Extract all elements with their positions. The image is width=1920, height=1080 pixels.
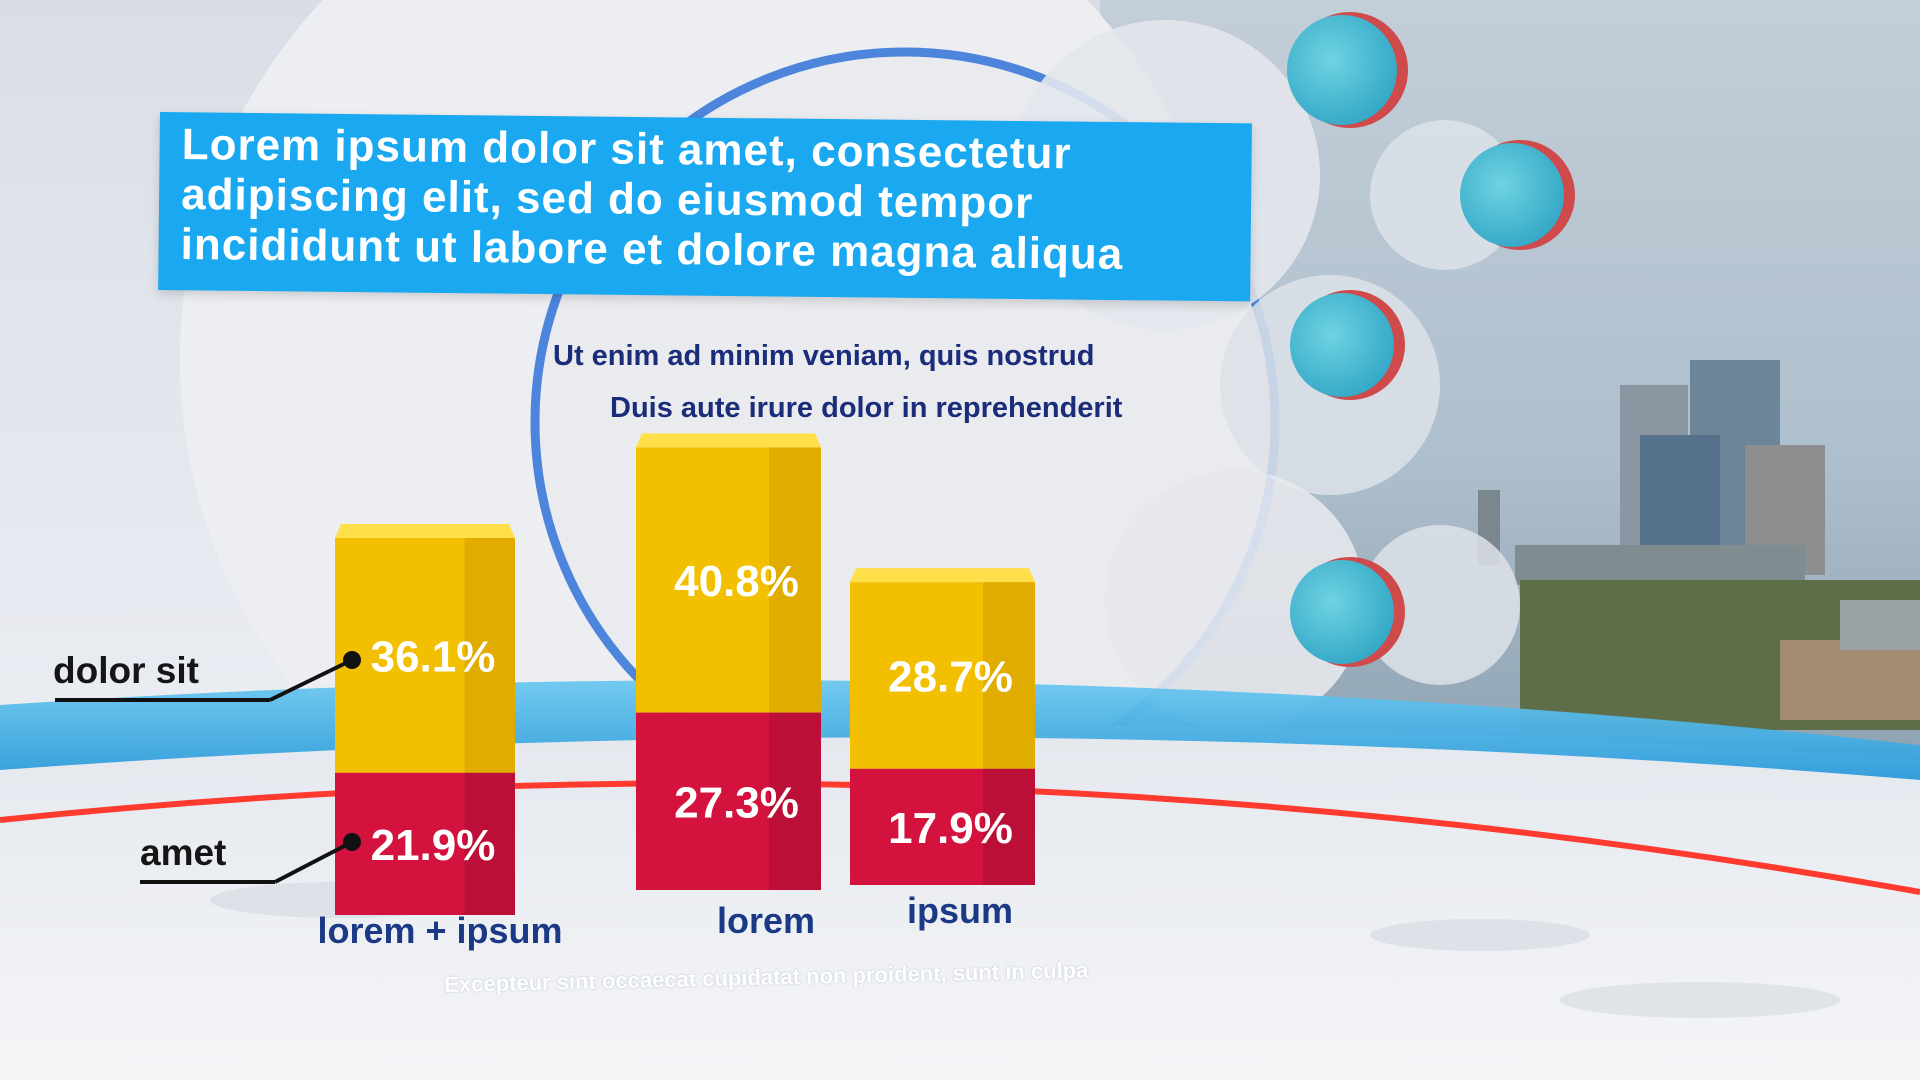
bar-segment-dolor-sit-2 bbox=[850, 568, 1035, 769]
bar-segment-dolor-sit-0 bbox=[335, 524, 515, 773]
data-label-amet-2: 17.9% bbox=[888, 804, 1013, 853]
category-label-2: ipsum bbox=[906, 890, 1013, 931]
bar-group-1: 27.3% 40.8% bbox=[636, 433, 821, 890]
bar-segment-amet-2 bbox=[850, 754, 1035, 885]
page-title: Lorem ipsum dolor sit amet, consectetur … bbox=[180, 120, 1124, 279]
legend-label-top: dolor sit bbox=[53, 650, 199, 691]
category-label-0: lorem + ipsum bbox=[317, 910, 563, 951]
data-label-amet-0: 21.9% bbox=[371, 821, 496, 870]
subtitle-2: Duis aute irure dolor in reprehenderit bbox=[610, 392, 1123, 424]
bar-group-0: 21.9% 36.1% bbox=[335, 524, 515, 915]
data-label-dolor-sit-0: 36.1% bbox=[371, 632, 496, 681]
data-label-dolor-sit-2: 28.7% bbox=[888, 652, 1013, 701]
data-label-amet-1: 27.3% bbox=[674, 778, 799, 827]
stacked-bar-chart: 21.9% 36.1% 27.3% 40.8% 17.9% 28.7% bbox=[335, 433, 1035, 915]
legend-label-bottom: amet bbox=[140, 832, 227, 873]
subtitle-1: Ut enim ad minim veniam, quis nostrud bbox=[553, 340, 1095, 372]
category-label-1: lorem bbox=[716, 900, 816, 941]
legend-leaders bbox=[55, 651, 361, 884]
data-label-dolor-sit-1: 40.8% bbox=[674, 557, 799, 606]
bar-group-2: 17.9% 28.7% bbox=[850, 568, 1035, 885]
bar-segment-dolor-sit-1 bbox=[636, 433, 821, 713]
